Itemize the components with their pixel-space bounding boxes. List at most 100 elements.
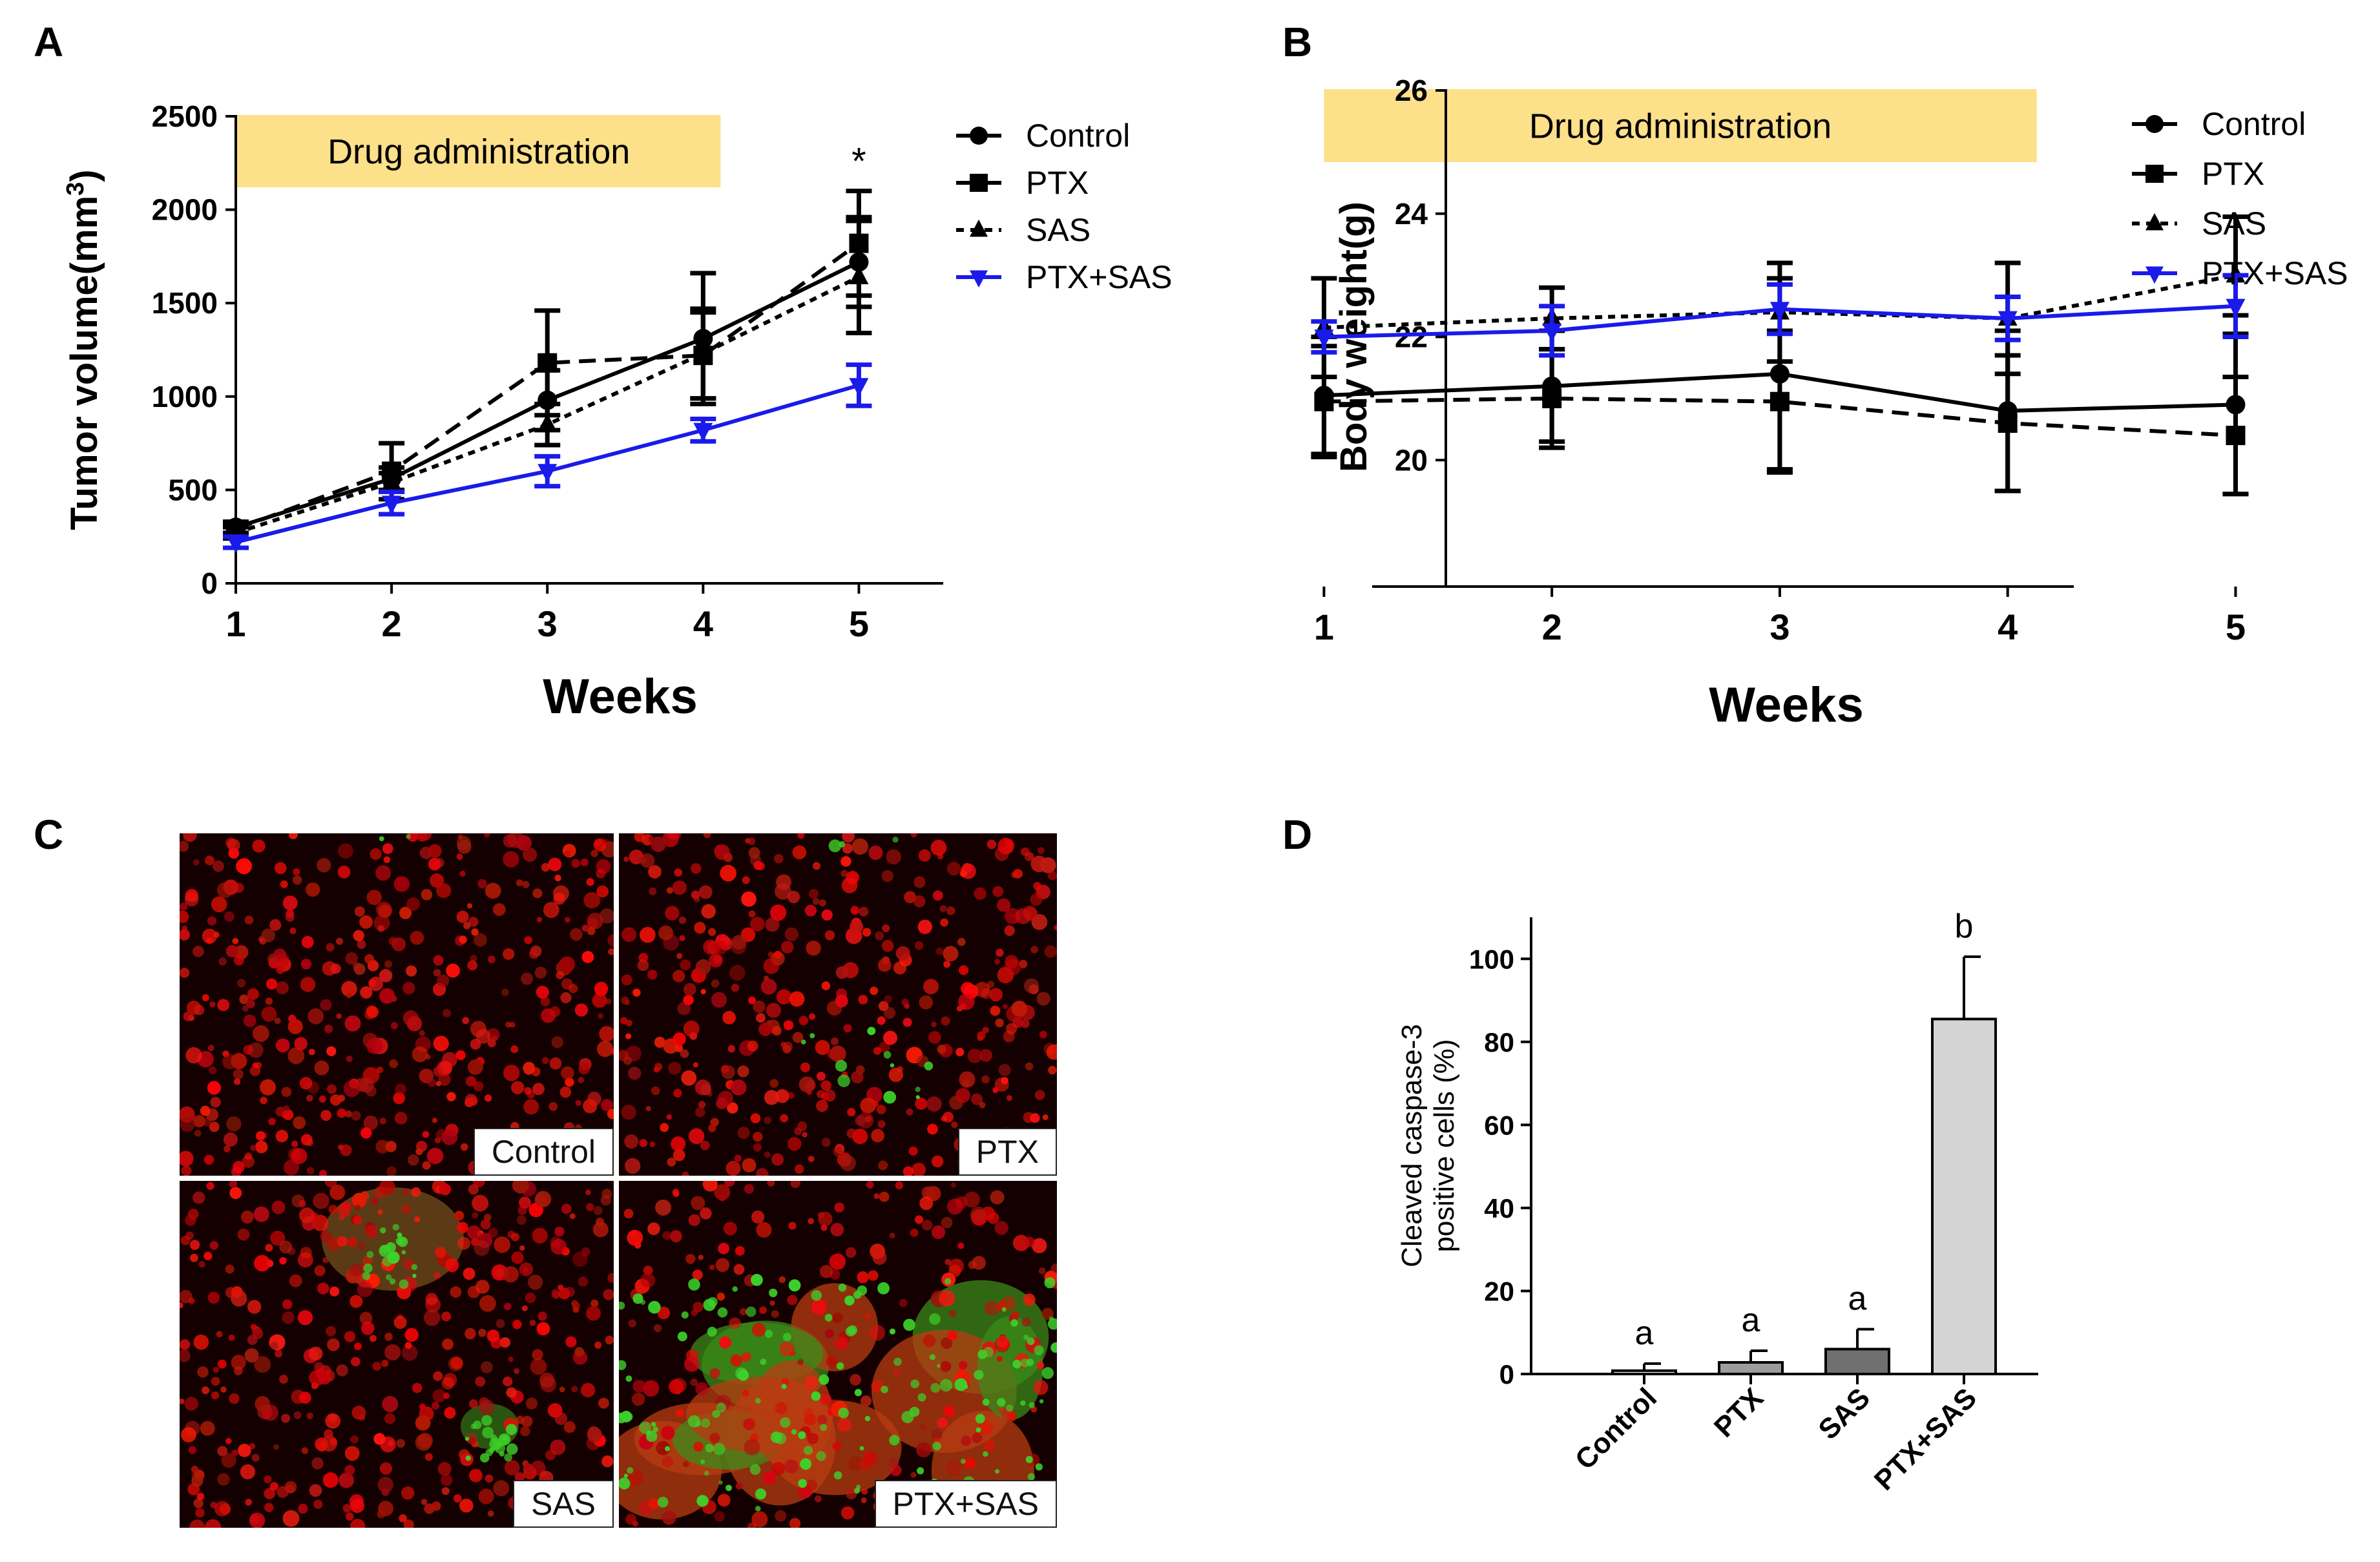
micrograph-cell	[352, 1215, 362, 1225]
micrograph-cell	[943, 1111, 954, 1123]
data-point	[1769, 391, 1790, 411]
micrograph-green-cell	[505, 1424, 517, 1435]
micrograph-cell	[484, 1094, 492, 1102]
micrograph-cell	[731, 983, 740, 992]
micrograph-cell	[799, 1076, 815, 1093]
micrograph-cell	[538, 1311, 547, 1321]
micrograph-cell	[773, 853, 784, 864]
micrograph-cell	[351, 1357, 360, 1367]
micrograph-cell	[306, 1412, 313, 1419]
micrograph-cell	[764, 1116, 772, 1124]
micrograph-cell	[249, 1442, 256, 1450]
micrograph-cell	[647, 970, 658, 980]
micrograph-cell	[787, 890, 800, 904]
micrograph-cell	[275, 1038, 290, 1053]
micrograph-cell	[377, 1477, 393, 1493]
micrograph-cell	[845, 1247, 857, 1258]
micrograph-cell	[221, 1453, 236, 1468]
x-tick-label: 5	[2226, 607, 2246, 647]
micrograph-cell	[977, 1031, 986, 1040]
micrograph-cell	[338, 843, 353, 859]
micrograph-green-cell	[681, 1311, 689, 1319]
micrograph-cell	[207, 1045, 214, 1052]
micrograph-cell	[598, 1013, 604, 1019]
micrograph-cell	[825, 1329, 834, 1338]
micrograph-cell	[850, 1373, 862, 1386]
micrograph-cell	[737, 1127, 750, 1140]
micrograph-cell	[489, 1302, 496, 1309]
micrograph-cell	[803, 1408, 813, 1418]
micrograph-green-cell	[379, 836, 384, 842]
legend-marker	[2145, 266, 2164, 284]
micrograph-cell	[383, 856, 391, 864]
micrograph-cell	[384, 1344, 401, 1360]
micrograph-cell	[873, 1193, 880, 1199]
micrograph-cell	[830, 1223, 844, 1236]
micrograph-cell	[1022, 905, 1037, 920]
micrograph-cell	[519, 1245, 525, 1251]
micrograph-cell	[957, 937, 966, 946]
micrograph-cell	[689, 1032, 698, 1040]
micrograph-cell	[564, 917, 570, 923]
legend-marker	[970, 270, 988, 288]
micrograph-cell	[937, 1417, 948, 1428]
micrograph-green-cell	[392, 1224, 400, 1231]
micrograph-cell	[603, 838, 609, 846]
micrograph-cell	[284, 1481, 297, 1494]
micrograph-green-cell	[983, 1451, 988, 1457]
micrograph-cell	[751, 1210, 765, 1224]
micrograph-cell	[764, 1151, 771, 1158]
micrograph-cell	[1032, 1238, 1047, 1253]
y-tick-label: 1000	[152, 380, 218, 413]
micrograph-cell	[837, 1417, 851, 1432]
micrograph-cell	[807, 1433, 819, 1444]
micrograph-cell	[914, 941, 924, 950]
micrograph-cell	[483, 833, 490, 838]
micrograph-cell	[941, 1216, 953, 1229]
micrograph-cell	[700, 1084, 712, 1096]
micrograph-cell	[403, 1519, 414, 1528]
micrograph-cell	[487, 955, 496, 964]
micrograph-cell	[391, 1022, 399, 1030]
micrograph-cell	[821, 1138, 831, 1147]
micrograph-cell	[229, 1393, 240, 1404]
micrograph-cell	[536, 985, 549, 999]
micrograph-green-cell	[1023, 1334, 1029, 1340]
micrograph-cell	[558, 1284, 564, 1291]
bar-2	[1824, 1348, 1890, 1375]
micrograph-cell	[655, 1199, 672, 1216]
micrograph-cell	[653, 1324, 662, 1333]
micrograph-cell	[229, 1181, 238, 1189]
micrograph-cell	[688, 1128, 705, 1145]
micrograph-cell	[1027, 853, 1034, 860]
micrograph-cell	[379, 969, 393, 983]
micrograph-green-cell	[974, 1369, 984, 1380]
micrograph-cell	[204, 1251, 213, 1260]
y-axis-title-line1: Cleaved caspase-3	[1396, 1024, 1428, 1267]
micrograph-cell	[282, 895, 298, 911]
micrograph-cell	[247, 1042, 264, 1058]
micrograph-cell	[376, 1066, 384, 1074]
micrograph-cell	[879, 1191, 890, 1202]
micrograph-cell	[559, 956, 576, 973]
micrograph-cell	[780, 1114, 789, 1123]
micrograph-cell	[415, 1148, 423, 1156]
micrograph-cell	[598, 1397, 609, 1409]
micrograph-cell	[868, 1270, 879, 1281]
micrograph-cell	[300, 959, 312, 970]
micrograph-cell	[683, 983, 696, 996]
micrograph-cell	[182, 925, 188, 932]
micrograph-green-cell	[982, 1399, 990, 1406]
data-point	[226, 535, 245, 554]
micrograph-green-cell	[854, 1488, 861, 1494]
micrograph-cell	[360, 986, 373, 999]
micrograph-cell	[326, 1326, 337, 1337]
micrograph-cell	[1040, 857, 1056, 873]
micrograph-green-cell	[705, 1443, 715, 1453]
micrograph-cell	[359, 1078, 374, 1093]
micrograph-cell	[276, 965, 285, 974]
micrograph-green-cell	[960, 1459, 966, 1464]
micrograph-cell	[255, 1061, 262, 1069]
micrograph-cell	[322, 1472, 339, 1488]
micrograph-cell	[1013, 869, 1023, 879]
